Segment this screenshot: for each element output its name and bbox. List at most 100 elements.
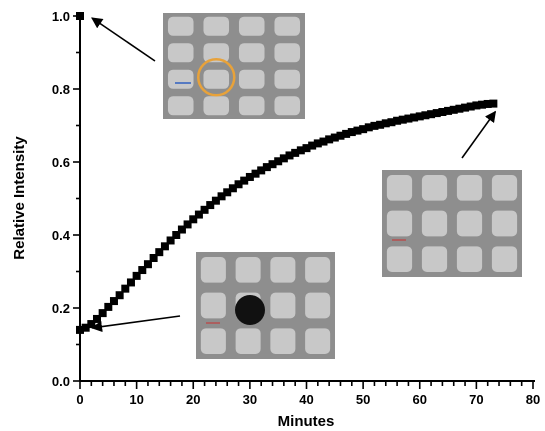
data-point xyxy=(461,103,470,112)
chart-axes xyxy=(79,12,535,382)
data-point xyxy=(342,129,351,138)
grid-square xyxy=(200,292,226,319)
data-point xyxy=(166,236,175,245)
grid-square xyxy=(386,174,413,201)
y-tick-label: 0.4 xyxy=(52,228,71,243)
data-point xyxy=(262,163,271,172)
grid-square xyxy=(167,96,194,116)
data-point xyxy=(121,284,130,293)
x-axis-title: Minutes xyxy=(278,413,335,430)
grid-square xyxy=(386,210,413,237)
grid-square xyxy=(305,328,331,355)
data-point xyxy=(206,201,215,210)
grid-square xyxy=(203,96,230,116)
data-point xyxy=(223,188,232,197)
arrow-inset-top-left xyxy=(91,17,156,62)
inset-right xyxy=(382,170,522,277)
data-point xyxy=(138,266,147,275)
x-tick-label: 70 xyxy=(469,392,483,407)
data-point xyxy=(466,102,475,111)
grid-square xyxy=(274,43,301,63)
data-points xyxy=(76,12,498,334)
grid-square xyxy=(235,256,261,283)
grid-square xyxy=(167,16,194,36)
grid-square xyxy=(270,328,296,355)
y-tick-label: 0.8 xyxy=(52,82,70,97)
data-point xyxy=(189,215,198,224)
data-point xyxy=(149,253,158,262)
highlight-circle xyxy=(197,58,236,97)
data-point xyxy=(483,99,492,108)
data-point xyxy=(472,101,481,110)
data-point xyxy=(76,12,84,20)
data-point xyxy=(98,309,107,318)
data-point xyxy=(449,105,458,114)
x-tick-label: 10 xyxy=(129,392,143,407)
inset-top-left xyxy=(163,13,305,119)
arrow-inset-right xyxy=(461,110,497,159)
data-point xyxy=(200,205,209,214)
annotation-arrows xyxy=(90,17,497,333)
data-point xyxy=(313,139,322,148)
data-point xyxy=(398,115,407,124)
grid-square xyxy=(200,328,226,355)
data-point xyxy=(143,260,152,269)
inset-bottom xyxy=(196,252,335,359)
grid-square xyxy=(456,174,483,201)
y-tick-label: 1.0 xyxy=(52,9,70,24)
data-point xyxy=(87,320,96,329)
data-point xyxy=(421,111,430,120)
grid-square xyxy=(203,69,230,89)
data-point xyxy=(296,146,305,155)
x-tick-label: 80 xyxy=(526,392,540,407)
y-tick-label: 0.0 xyxy=(52,374,70,389)
data-point xyxy=(172,231,181,239)
grid-square xyxy=(274,16,301,36)
data-point xyxy=(76,325,84,334)
data-point xyxy=(177,225,186,234)
dark-spot xyxy=(235,295,265,325)
data-point xyxy=(81,323,90,332)
data-point xyxy=(104,302,113,311)
data-point xyxy=(217,192,226,201)
data-point xyxy=(438,107,447,116)
y-tick-label: 0.6 xyxy=(52,155,70,170)
y-axis-ticks: 0.0 0.2 0.4 0.6 0.8 1.0 xyxy=(52,9,80,389)
data-point xyxy=(92,314,101,323)
data-point xyxy=(359,125,368,134)
data-point xyxy=(194,210,203,219)
data-point xyxy=(183,220,192,229)
data-point xyxy=(376,120,385,129)
data-point xyxy=(257,166,266,175)
grid-square xyxy=(238,96,265,116)
y-tick-label: 0.2 xyxy=(52,301,70,316)
grid-square xyxy=(421,210,448,237)
x-tick-label: 30 xyxy=(243,392,257,407)
grid-square xyxy=(167,43,194,63)
data-point xyxy=(109,297,118,306)
grid-square xyxy=(491,174,518,201)
grid-square xyxy=(203,16,230,36)
data-point xyxy=(387,118,396,127)
grid-square xyxy=(167,69,194,89)
grid-square xyxy=(305,256,331,283)
grid-square xyxy=(238,69,265,89)
grid-square xyxy=(270,292,296,319)
grid-square xyxy=(274,69,301,89)
data-point xyxy=(245,172,254,181)
data-point xyxy=(126,278,135,287)
data-point xyxy=(211,196,220,205)
data-point xyxy=(364,123,373,132)
x-tick-label: 40 xyxy=(299,392,313,407)
data-point xyxy=(381,119,390,128)
x-tick-label: 60 xyxy=(413,392,427,407)
data-point xyxy=(228,184,237,193)
grid-square xyxy=(456,210,483,237)
data-point xyxy=(251,169,260,178)
grid-square xyxy=(274,96,301,116)
data-point xyxy=(415,112,424,121)
x-tick-label: 0 xyxy=(76,392,83,407)
data-point xyxy=(455,104,464,113)
grid-square xyxy=(491,246,518,273)
data-point xyxy=(285,151,294,160)
